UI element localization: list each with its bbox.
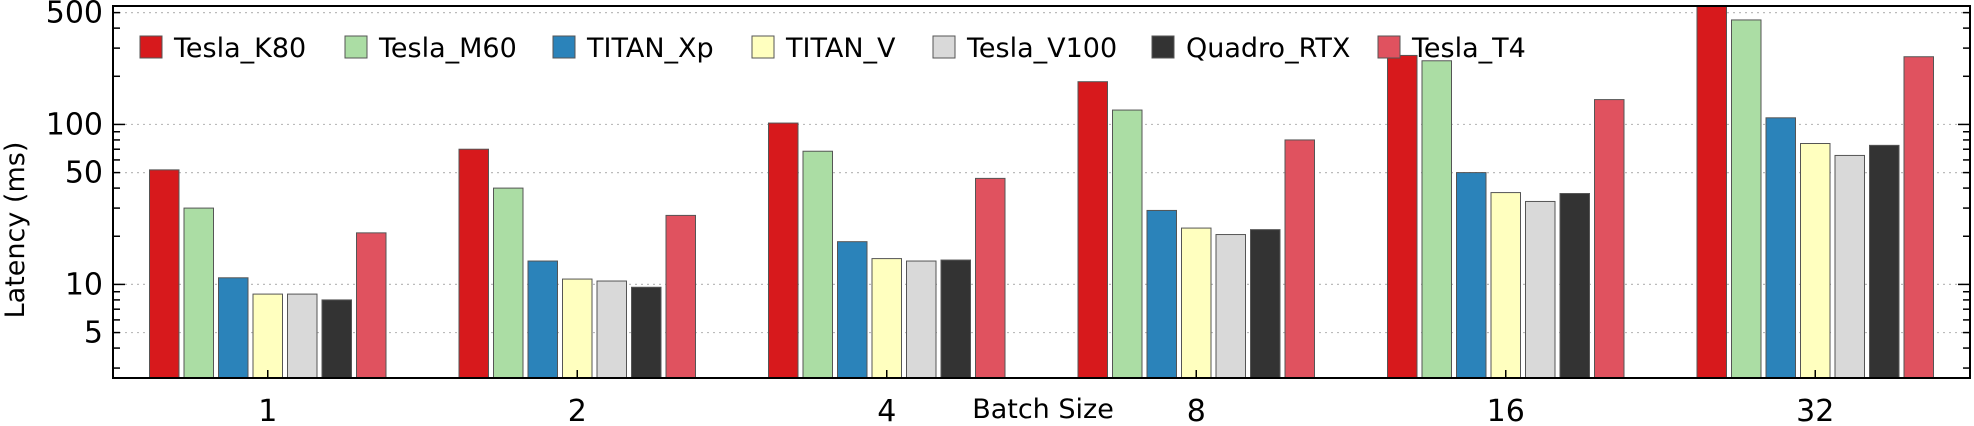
- bar-titan-xp-batch-8: [1146, 209, 1177, 379]
- legend-item-titan-v: TITAN_V: [751, 33, 896, 64]
- bar-tesla-t4-batch-16: [1594, 99, 1625, 379]
- bar-titan-v-batch-8: [1181, 227, 1212, 379]
- bar-tesla-v100-batch-1: [287, 293, 318, 379]
- x-tick-label: 16: [1487, 394, 1525, 426]
- bar-titan-v-batch-4: [871, 258, 902, 379]
- plot-frame: [112, 5, 1971, 379]
- legend-swatch: [344, 35, 368, 59]
- bar-tesla-k80-batch-1: [149, 169, 180, 379]
- bar-titan-v-batch-1: [252, 293, 283, 379]
- bar-tesla-m60-batch-1: [183, 207, 214, 379]
- legend-item-quadro-rtx: Quadro_RTX: [1151, 33, 1350, 64]
- y-tick-label: 100: [46, 107, 103, 142]
- bar-tesla-m60-batch-4: [802, 150, 833, 379]
- bar-quadro-rtx-batch-1: [321, 299, 352, 379]
- legend-item-titan-xp: TITAN_Xp: [552, 33, 714, 64]
- legend-swatch: [552, 35, 576, 59]
- x-axis-label: Batch Size: [972, 394, 1114, 425]
- legend-swatch: [139, 35, 163, 59]
- x-tick-label: 8: [1187, 394, 1206, 426]
- legend-label: TITAN_V: [785, 33, 896, 64]
- legend-item-tesla-t4: Tesla_T4: [1377, 33, 1526, 64]
- bar-quadro-rtx-batch-4: [940, 259, 971, 379]
- y-tick-label: 50: [65, 156, 103, 191]
- x-ticks: 1 2 4 8 16 32: [258, 370, 1834, 426]
- bar-titan-v-batch-32: [1800, 143, 1831, 379]
- bar-tesla-t4-batch-1: [356, 232, 387, 379]
- bar-titan-xp-batch-2: [527, 260, 558, 379]
- bar-tesla-k80-batch-2: [458, 148, 489, 379]
- legend-label: Tesla_V100: [966, 33, 1117, 64]
- bars: [149, 5, 1934, 379]
- bar-tesla-v100-batch-8: [1215, 234, 1246, 379]
- legend: Tesla_K80 Tesla_M60 TITAN_Xp TITAN_V Tesla_V…: [139, 33, 1526, 64]
- bar-titan-v-batch-2: [562, 278, 593, 379]
- legend-item-tesla-v100: Tesla_V100: [932, 33, 1117, 64]
- bar-tesla-v100-batch-32: [1834, 154, 1865, 379]
- bar-tesla-k80-batch-16: [1387, 54, 1418, 379]
- bar-tesla-t4-batch-32: [1903, 56, 1934, 379]
- bar-tesla-t4-batch-4: [975, 177, 1006, 379]
- bar-quadro-rtx-batch-16: [1559, 193, 1590, 379]
- y-tick-label: 10: [65, 267, 103, 302]
- legend-swatch: [1377, 35, 1401, 59]
- legend-swatch: [932, 35, 956, 59]
- legend-item-tesla-k80: Tesla_K80: [139, 33, 306, 64]
- legend-swatch: [751, 35, 775, 59]
- x-tick-label: 1: [258, 394, 277, 426]
- axes: [112, 5, 1971, 379]
- bar-tesla-t4-batch-8: [1284, 139, 1315, 379]
- bar-tesla-k80-batch-4: [768, 122, 799, 379]
- bar-quadro-rtx-batch-8: [1250, 229, 1281, 379]
- x-tick-label: 32: [1796, 394, 1834, 426]
- bar-tesla-v100-batch-2: [596, 280, 627, 379]
- bar-tesla-m60-batch-8: [1112, 109, 1143, 379]
- y-ticks: 5 10 50 100 500: [46, 0, 1970, 369]
- legend-item-tesla-m60: Tesla_M60: [344, 33, 517, 64]
- bar-titan-xp-batch-32: [1765, 117, 1796, 379]
- x-tick-label: 2: [568, 394, 587, 426]
- y-tick-label: 500: [46, 0, 103, 31]
- bar-tesla-t4-batch-2: [665, 214, 696, 379]
- legend-swatch: [1151, 35, 1175, 59]
- y-tick-label: 5: [84, 316, 103, 351]
- bar-quadro-rtx-batch-2: [631, 286, 662, 379]
- bar-titan-xp-batch-1: [218, 277, 249, 379]
- x-tick-label: 4: [877, 394, 896, 426]
- bar-tesla-m60-batch-32: [1731, 19, 1762, 379]
- bar-tesla-v100-batch-16: [1525, 200, 1556, 379]
- bar-tesla-m60-batch-16: [1421, 60, 1452, 379]
- bar-titan-v-batch-16: [1490, 192, 1521, 379]
- legend-label: TITAN_Xp: [586, 33, 714, 64]
- bar-tesla-k80-batch-8: [1077, 81, 1108, 379]
- bar-tesla-k80-batch-32: [1696, 5, 1727, 379]
- bar-tesla-m60-batch-2: [493, 187, 524, 379]
- bar-quadro-rtx-batch-32: [1869, 144, 1900, 379]
- legend-label: Tesla_T4: [1411, 33, 1526, 64]
- legend-label: Quadro_RTX: [1186, 33, 1350, 64]
- legend-label: Tesla_K80: [173, 33, 306, 64]
- bar-titan-xp-batch-16: [1456, 172, 1487, 379]
- bar-tesla-v100-batch-4: [906, 260, 937, 379]
- legend-label: Tesla_M60: [378, 33, 517, 64]
- bar-titan-xp-batch-4: [837, 241, 868, 379]
- y-axis-label: Latency (ms): [0, 142, 31, 319]
